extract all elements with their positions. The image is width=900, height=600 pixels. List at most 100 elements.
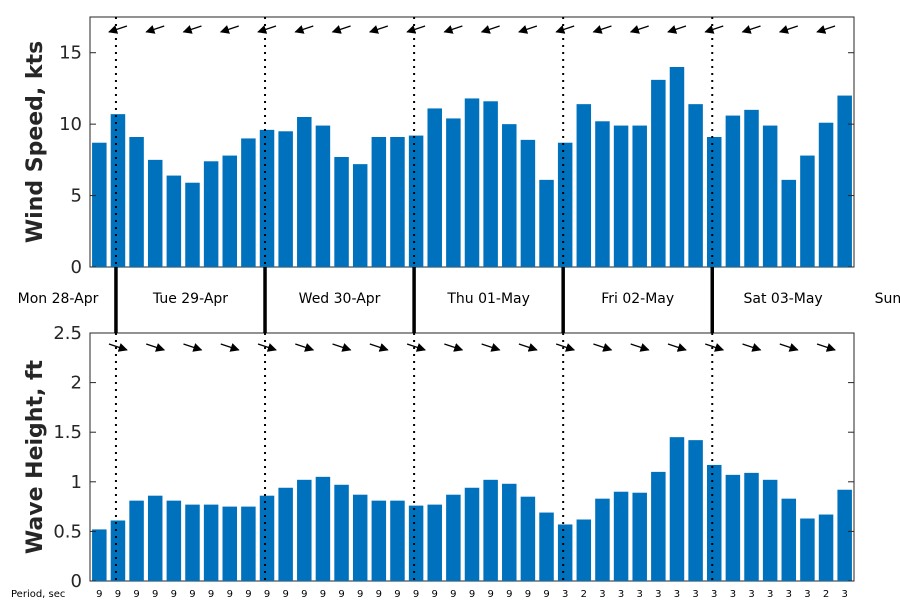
period-value: 3 (767, 589, 773, 600)
wave-direction-arrow (481, 343, 501, 352)
wind-bar (147, 159, 163, 267)
wind-bar (390, 137, 405, 267)
period-value: 3 (562, 589, 568, 600)
wave-bar (502, 483, 517, 581)
wind-direction-arrow (257, 25, 277, 34)
wind-bar (651, 79, 666, 267)
wind-bar (706, 137, 722, 267)
wind-direction-arrow (331, 25, 351, 34)
wave-bar (297, 479, 312, 581)
wave-bar (259, 495, 275, 581)
period-value: 2 (823, 589, 829, 600)
wave-direction-arrow (146, 343, 166, 352)
period-label: Period, sec (11, 589, 65, 600)
wave-bar (92, 529, 107, 581)
wave-direction-arrow (183, 343, 203, 352)
period-value: 3 (786, 589, 792, 600)
wind-bar (520, 139, 536, 267)
period-value: 9 (301, 589, 307, 600)
wave-direction-arrow (630, 343, 650, 352)
wave-bar (222, 506, 238, 581)
wind-bar (464, 98, 480, 267)
wave-direction-arrow (816, 343, 836, 352)
wave-bar (762, 479, 778, 581)
wave-bar (688, 440, 703, 581)
period-value: 9 (469, 589, 475, 600)
wind-bar (576, 104, 592, 268)
wave-bar (278, 487, 293, 581)
day-label: Sat 03-May (744, 291, 823, 307)
wind-direction-arrow (592, 25, 612, 34)
wind-bar (837, 95, 852, 267)
wind-bar (762, 125, 778, 267)
wind-bar (241, 138, 256, 267)
wind-bar (371, 137, 387, 267)
wave-ytick-label: 2 (71, 373, 82, 394)
wave-bar (837, 489, 852, 581)
wave-bar (576, 519, 592, 581)
wind-bar (818, 122, 834, 267)
wave-direction-arrow (742, 343, 762, 352)
wind-bar (446, 118, 461, 267)
wind-bar (259, 129, 275, 267)
wind-bar (725, 115, 741, 267)
wind-direction-arrow (629, 25, 649, 34)
period-value: 9 (115, 589, 121, 600)
wind-bar (427, 108, 442, 267)
period-value: 9 (96, 589, 102, 600)
wind-direction-arrow (182, 25, 202, 34)
period-value: 3 (841, 589, 847, 600)
wave-direction-arrow (555, 343, 576, 352)
period-value: 9 (357, 589, 363, 600)
wind-direction-arrow (368, 25, 389, 34)
wind-bar (483, 101, 498, 268)
wind-direction-arrow (816, 25, 836, 34)
wave-direction-arrow (705, 343, 725, 352)
wave-bar (408, 505, 424, 581)
wind-direction-arrow (145, 25, 165, 34)
day-label: Wed 30-Apr (299, 291, 381, 307)
wave-bar (818, 514, 834, 581)
wind-direction-arrow (555, 25, 575, 34)
period-value: 9 (189, 589, 195, 600)
wave-bar (464, 487, 480, 581)
wind-ytick-label: 0 (71, 257, 82, 278)
wind-bar (557, 142, 573, 267)
day-label: Thu 01-May (446, 291, 530, 307)
wind-bar (539, 179, 554, 267)
wave-bar (446, 494, 461, 581)
day-label: Mon 28-Apr (18, 291, 99, 307)
wave-bar (203, 504, 219, 581)
period-value: 9 (208, 589, 214, 600)
wave-bar (669, 437, 685, 581)
wave-bar (632, 492, 647, 581)
wave-direction-arrow (332, 343, 352, 352)
wave-bar (427, 504, 442, 581)
wave-bar (483, 479, 498, 581)
wind-bar (669, 67, 685, 267)
day-label: Fri 02-May (601, 291, 674, 307)
wave-bar (315, 476, 331, 581)
wind-bar (595, 121, 610, 268)
wind-bar (92, 142, 107, 267)
period-value: 3 (730, 589, 736, 600)
wind-y-axis-label: Wind Speed, kts (23, 41, 48, 243)
period-value: 9 (227, 589, 233, 600)
wind-bar (613, 125, 629, 267)
period-value: 3 (674, 589, 680, 600)
wave-bar (613, 491, 629, 581)
wave-bar (706, 464, 722, 581)
wind-bar (688, 104, 703, 268)
period-value: 3 (599, 589, 605, 600)
wind-direction-arrow (741, 25, 761, 34)
wave-y-axis-label: Wave Height, ft (23, 359, 48, 554)
wave-bar (371, 500, 387, 581)
wind-bar (222, 155, 238, 267)
wave-direction-arrow (667, 343, 687, 352)
wind-bar (185, 182, 200, 267)
period-value: 9 (394, 589, 400, 600)
period-value: 9 (525, 589, 531, 600)
wave-bar (185, 504, 200, 581)
wind-bar (110, 114, 126, 268)
